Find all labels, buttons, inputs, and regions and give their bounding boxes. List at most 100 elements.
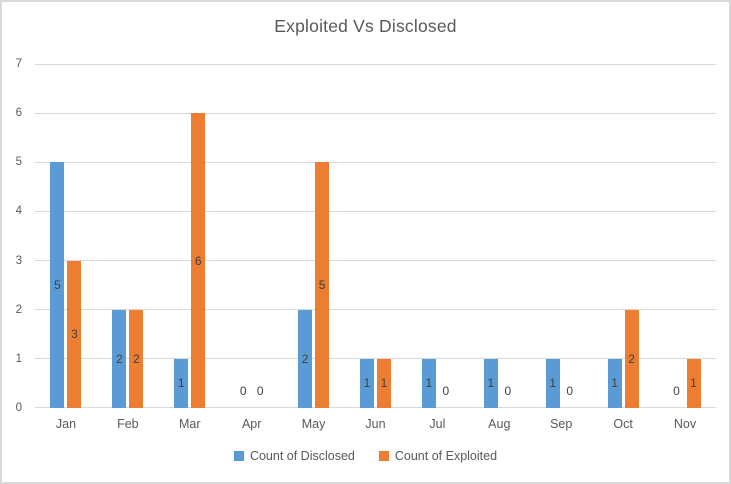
- data-label: 1: [177, 376, 185, 391]
- data-label: 0: [239, 384, 247, 398]
- data-label: 0: [442, 384, 450, 398]
- x-tick-label-jul: Jul: [429, 417, 446, 431]
- bar-slot: 2: [298, 64, 313, 408]
- y-tick-label-6: 6: [15, 107, 22, 120]
- y-tick-label-0: 0: [15, 402, 22, 414]
- bar-slot: 1: [174, 64, 189, 408]
- legend-item-count-of-exploited: Count of Exploited: [378, 449, 498, 463]
- x-tick-label-may: May: [301, 417, 326, 431]
- data-label: 5: [318, 278, 326, 293]
- x-tick-label-jan: Jan: [55, 417, 77, 431]
- data-label: 3: [71, 327, 78, 342]
- bar-slot: 2: [112, 64, 127, 408]
- bar-count-of-disclosed-oct: [607, 358, 622, 408]
- data-label: 2: [628, 351, 635, 366]
- bar-count-of-exploited-oct: [624, 309, 639, 408]
- bar-count-of-exploited-mar: [191, 113, 206, 408]
- x-tick-label-jun: Jun: [365, 417, 386, 431]
- x-tick-label-mar: Mar: [179, 417, 201, 431]
- gridline-3: [35, 260, 716, 262]
- gridline-2: [35, 309, 716, 311]
- data-label: 2: [301, 351, 309, 366]
- legend: Count of Disclosed Count of Exploited: [2, 449, 729, 463]
- bar-slot: 0: [501, 64, 515, 408]
- bar-slot: 1: [421, 64, 436, 408]
- y-tick-label-5: 5: [15, 156, 22, 169]
- bar-count-of-disclosed-aug: [483, 358, 498, 408]
- data-label: 0: [504, 384, 512, 398]
- bar-count-of-disclosed-jan: [50, 162, 65, 408]
- x-tick-label-nov: Nov: [673, 417, 697, 431]
- data-label: 5: [54, 278, 61, 293]
- data-label: 1: [549, 376, 557, 391]
- bar-slot: 1: [359, 64, 374, 408]
- bar-slot: 5: [50, 64, 65, 408]
- bar-slot: 6: [191, 64, 206, 408]
- legend-label: Count of Exploited: [394, 449, 498, 463]
- y-tick-label-3: 3: [15, 254, 22, 267]
- x-tick-label-aug: Aug: [488, 417, 511, 431]
- bar-count-of-exploited-jun: [376, 358, 391, 408]
- bar-count-of-disclosed-sep: [545, 358, 560, 408]
- legend-marker-icon: [233, 451, 244, 461]
- bar-slot: 1: [607, 64, 622, 408]
- legend-label: Count of Disclosed: [249, 449, 355, 463]
- gridline-4: [35, 210, 716, 212]
- bar-count-of-disclosed-feb: [112, 309, 127, 408]
- gridline-6: [35, 112, 716, 114]
- bar-count-of-disclosed-may: [298, 309, 313, 408]
- y-tick-label-1: 1: [15, 352, 22, 365]
- legend-marker-icon: [378, 451, 389, 461]
- chart-title: Exploited Vs Disclosed: [274, 16, 457, 36]
- bar-slot: 3: [67, 64, 82, 408]
- bar-count-of-exploited-jan: [67, 260, 82, 408]
- gridline-5: [35, 161, 716, 163]
- bar-slot: 1: [376, 64, 391, 408]
- bar-slot: 1: [686, 64, 701, 408]
- data-label: 1: [363, 376, 371, 391]
- bar-slot: 1: [483, 64, 498, 408]
- bar-count-of-exploited-feb: [129, 309, 144, 408]
- x-tick-label-sep: Sep: [550, 417, 573, 431]
- y-tick-label-4: 4: [15, 205, 22, 218]
- x-tick-label-oct: Oct: [613, 417, 633, 431]
- data-label: 2: [116, 351, 123, 366]
- bar-slot: 0: [439, 64, 453, 408]
- data-label: 1: [425, 376, 433, 391]
- bar-slot: 2: [624, 64, 639, 408]
- bar-count-of-exploited-may: [315, 162, 330, 408]
- bar-count-of-disclosed-jul: [421, 358, 436, 408]
- bar-slot: 5: [315, 64, 330, 408]
- data-label: 2: [133, 351, 140, 366]
- bar-slot: 2: [129, 64, 144, 408]
- legend-item-count-of-disclosed: Count of Disclosed: [233, 449, 355, 463]
- data-label: 0: [673, 384, 680, 398]
- bar-slot: 0: [236, 64, 250, 408]
- y-tick-label-2: 2: [15, 303, 22, 316]
- x-tick-label-feb: Feb: [117, 417, 139, 431]
- bar-count-of-disclosed-mar: [174, 358, 189, 408]
- bar-slot: 0: [670, 64, 684, 408]
- data-label: 6: [194, 253, 202, 268]
- data-label: 1: [380, 376, 388, 391]
- x-tick-label-apr: Apr: [241, 417, 262, 431]
- gridline-7: [35, 63, 716, 65]
- data-label: 0: [256, 384, 264, 398]
- y-axis: 0 1 2 3 4 5 6 7: [2, 58, 28, 414]
- bar-count-of-exploited-nov: [686, 358, 701, 408]
- gridline-0: [35, 407, 716, 408]
- gridline-1: [35, 358, 716, 360]
- x-axis: Jan Feb Mar Apr May Jun Jul Aug Sep Oct Nov: [35, 408, 716, 438]
- data-label: 1: [690, 376, 697, 391]
